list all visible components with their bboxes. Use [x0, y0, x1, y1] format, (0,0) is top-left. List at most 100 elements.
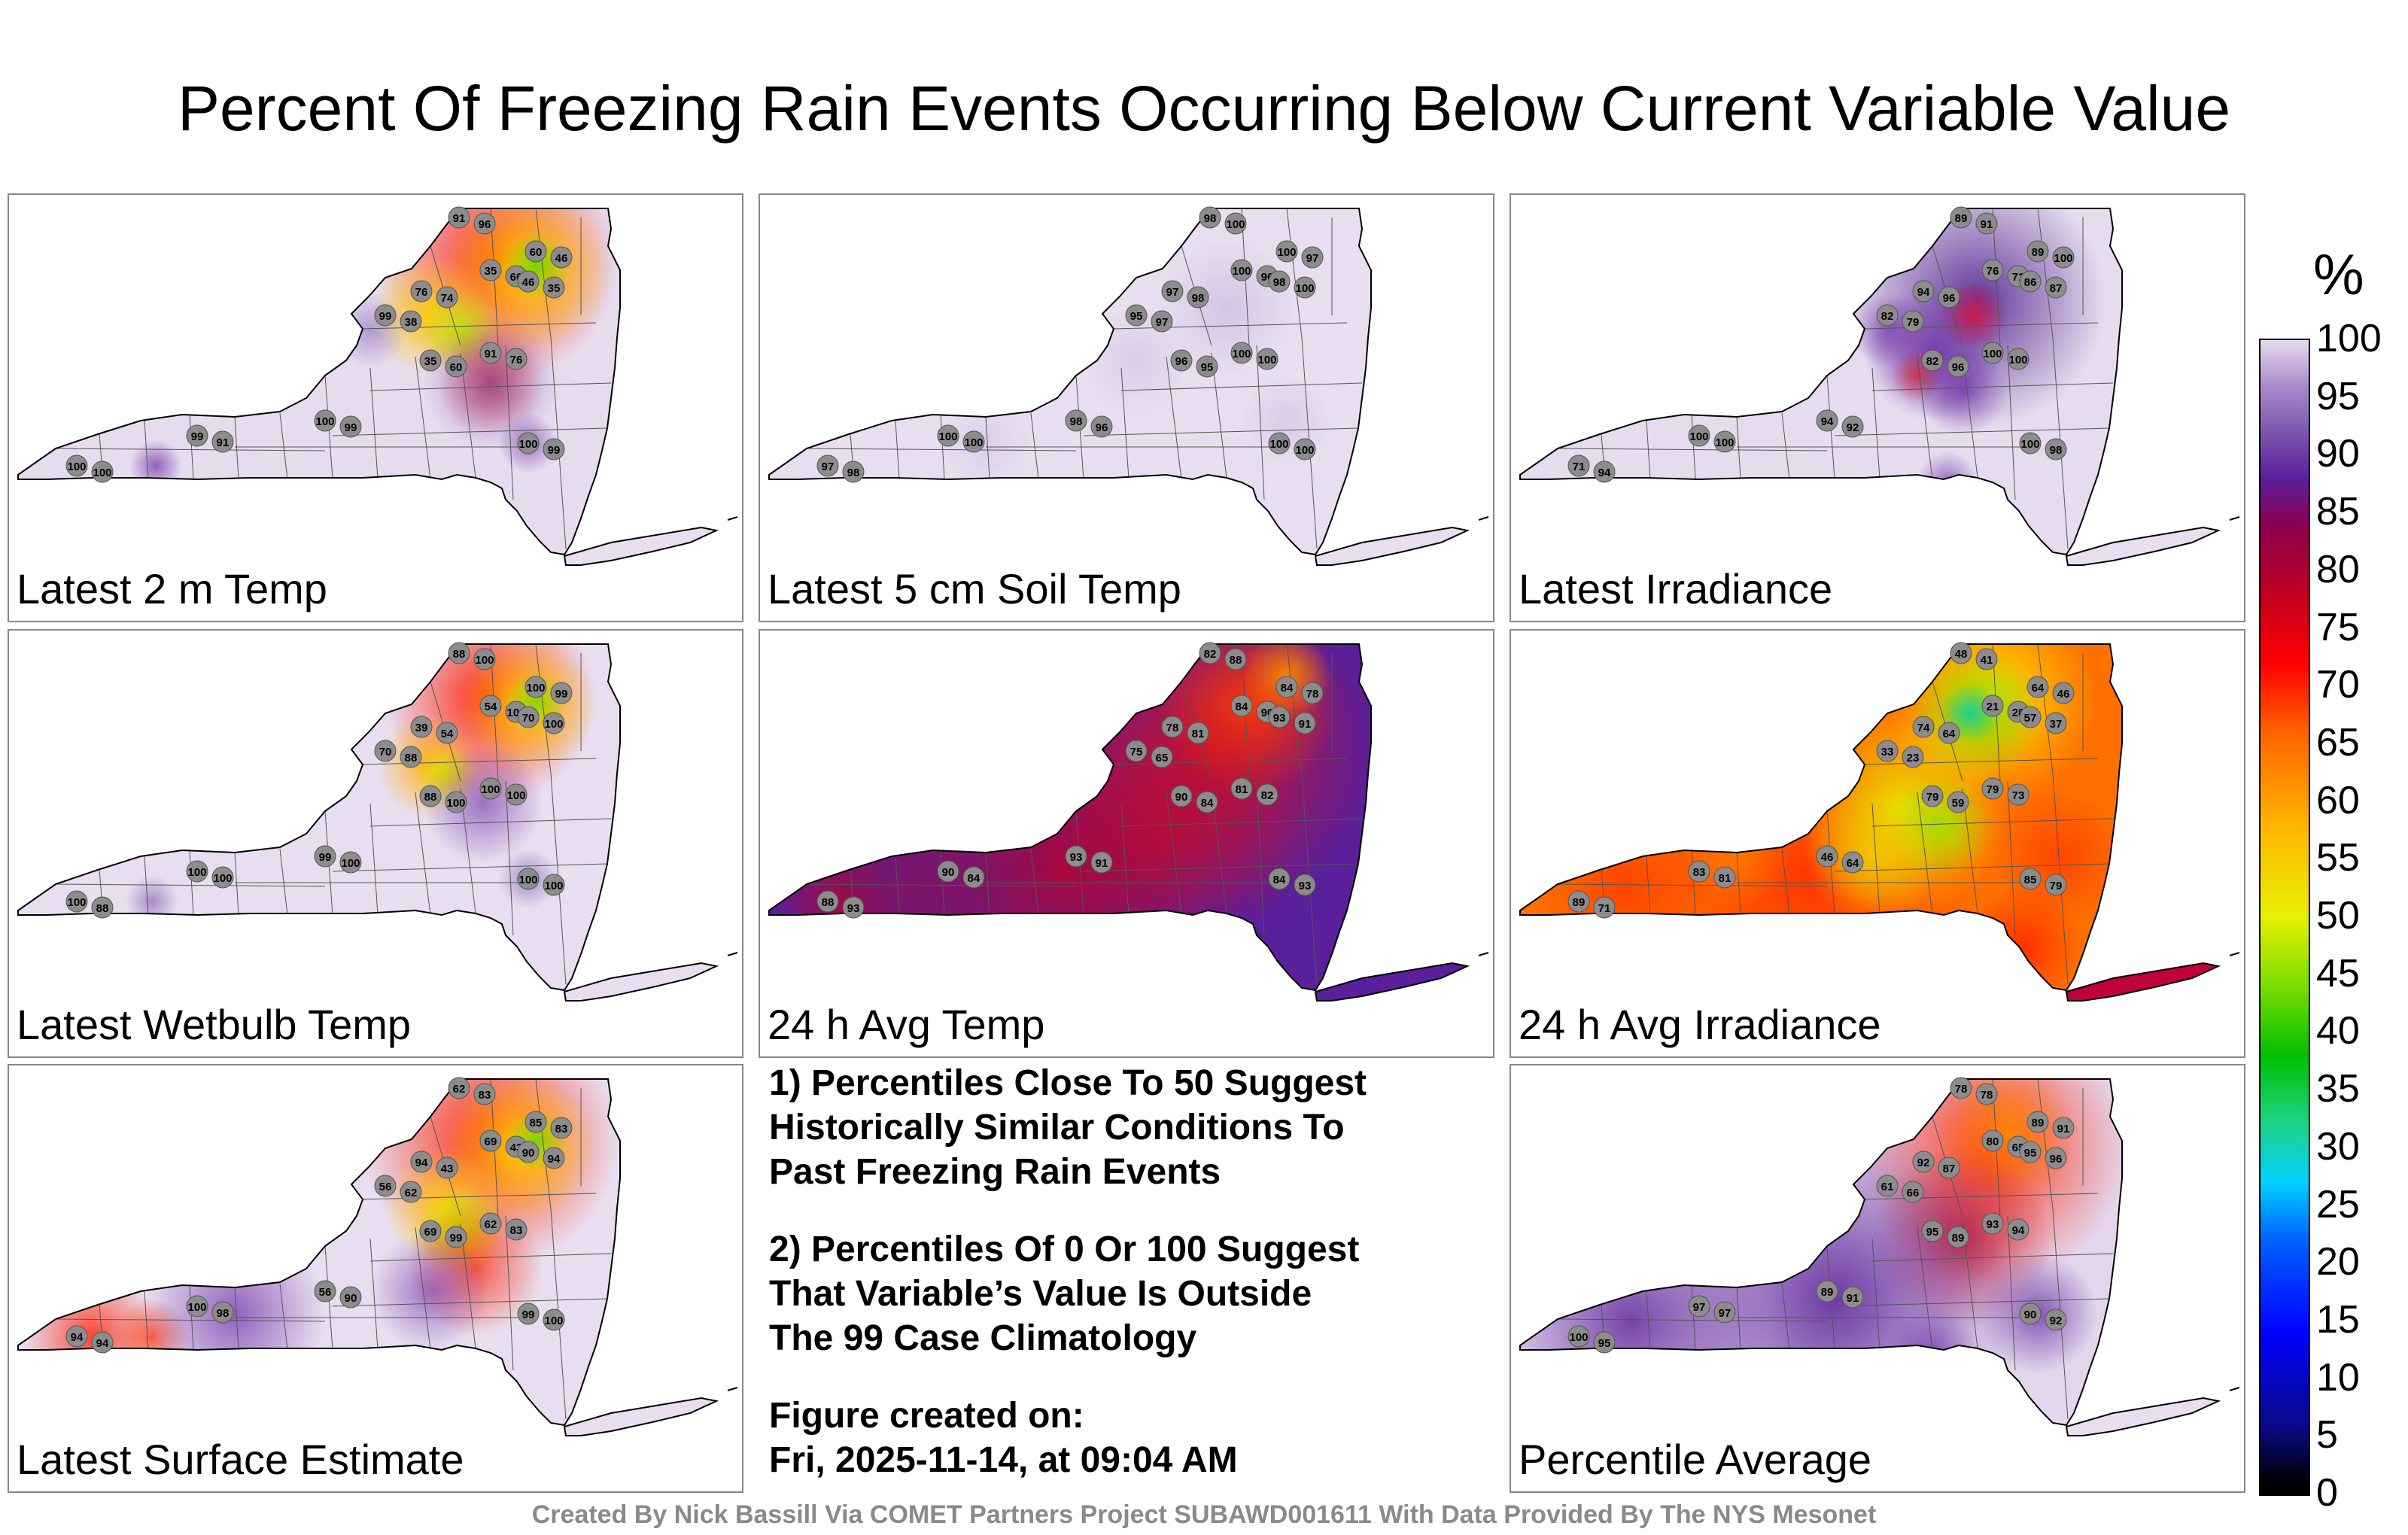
- station-marker: [445, 791, 467, 813]
- station-value: 35: [548, 282, 561, 295]
- islands: [2229, 952, 2240, 956]
- station-value: 78: [1955, 1083, 1968, 1096]
- station-marker: [1947, 1226, 1969, 1248]
- state-outline: [768, 643, 1372, 992]
- station-value: 91: [217, 436, 230, 449]
- station-marker: [1268, 432, 1291, 454]
- station-marker: [1816, 409, 1838, 432]
- colorbar-tick: 35: [2316, 1067, 2360, 1111]
- station-value: 94: [1821, 415, 1834, 428]
- panel-label: Latest 5 cm Soil Temp: [768, 565, 1181, 612]
- station-value: 100: [1715, 436, 1734, 449]
- station-value: 91: [1299, 718, 1312, 731]
- station-value: 85: [2024, 874, 2037, 886]
- station-marker: [550, 1117, 573, 1139]
- station-value: 91: [1847, 1292, 1859, 1305]
- station-value: 89: [2032, 246, 2045, 259]
- station-marker: [2045, 1309, 2067, 1331]
- station-marker: [314, 1280, 336, 1302]
- station-marker: [1841, 851, 1864, 874]
- station-value: 93: [847, 902, 860, 915]
- station-marker: [1947, 355, 1969, 378]
- station-marker: [524, 1111, 547, 1133]
- station-value: 91: [1096, 857, 1108, 870]
- station-value: 91: [1981, 218, 1993, 231]
- station-value: 74: [1917, 722, 1930, 734]
- station-marker: [2045, 438, 2067, 460]
- station-marker: [550, 682, 573, 704]
- station-value: 90: [1175, 791, 1188, 804]
- colorbar-tick: 75: [2316, 605, 2360, 649]
- station-marker: [211, 866, 234, 889]
- station-marker: [445, 355, 467, 378]
- station-marker: [1975, 648, 1998, 670]
- station-value: 88: [453, 648, 466, 661]
- station-value: 91: [485, 348, 497, 360]
- station-value: 99: [345, 421, 357, 434]
- station-marker: [517, 270, 540, 293]
- station-value: 89: [1952, 1232, 1965, 1245]
- station-value: 84: [1281, 682, 1294, 695]
- station-value: 89: [1573, 896, 1586, 909]
- station-marker: [937, 424, 959, 447]
- station-marker: [186, 424, 208, 447]
- station-value: 98: [1070, 415, 1083, 428]
- state-outline: [1519, 1078, 2123, 1427]
- long-island: [2065, 1397, 2221, 1436]
- station-value: 37: [2050, 718, 2063, 731]
- station-value: 74: [441, 292, 454, 305]
- station-marker: [1187, 286, 1209, 309]
- station-value: 100: [1269, 438, 1288, 451]
- station-value: 100: [1257, 354, 1276, 366]
- station-marker: [448, 642, 470, 664]
- station-value: 93: [1299, 880, 1312, 892]
- note-line: The 99 Case Climatology: [769, 1318, 1197, 1358]
- panel-label: 24 h Avg Irradiance: [1519, 1001, 1881, 1048]
- station-marker: [505, 348, 528, 370]
- note-1: 1) Percentiles Close To 50 Suggest Histo…: [769, 1061, 1461, 1194]
- station-value: 96: [1175, 355, 1188, 368]
- station-marker: [1125, 304, 1148, 327]
- station-value: 97: [1693, 1301, 1706, 1314]
- state-outline: [1519, 643, 2123, 992]
- station-value: 99: [379, 310, 392, 323]
- station-value: 100: [93, 467, 111, 479]
- station-value: 43: [441, 1163, 454, 1175]
- station-marker: [436, 286, 458, 309]
- station-marker: [1256, 348, 1278, 370]
- station-marker: [1841, 415, 1864, 438]
- station-value: 93: [1070, 851, 1083, 864]
- station-marker: [543, 1147, 565, 1169]
- nys-map: 88 100 39 54 70 88 54 100 70 100 100 99 88 100 100 100 9…: [17, 642, 738, 1002]
- station-value: 62: [453, 1083, 466, 1096]
- page-title: Percent Of Freezing Rain Events Occurrin…: [177, 73, 2231, 144]
- station-marker: [517, 432, 540, 454]
- station-value: 100: [213, 872, 232, 885]
- panel-label: Latest 2 m Temp: [17, 565, 327, 612]
- station-value: 59: [1952, 797, 1965, 810]
- long-island: [1314, 962, 1470, 1002]
- station-marker: [1294, 438, 1316, 460]
- colorbar: [2259, 339, 2310, 1496]
- station-value: 100: [1295, 282, 1314, 295]
- station-value: 21: [1987, 701, 1999, 713]
- station-marker: [1876, 304, 1899, 327]
- station-value: 99: [555, 688, 568, 701]
- station-marker: [1950, 1077, 1972, 1099]
- percentile-field: [18, 1079, 620, 1425]
- station-marker: [1294, 276, 1316, 299]
- note-line: That Variable’s Value Is Outside: [769, 1274, 1312, 1314]
- colorbar-tick: 80: [2316, 547, 2360, 591]
- station-value: 90: [942, 866, 955, 879]
- percentile-field: [1520, 1079, 2122, 1425]
- station-value: 100: [67, 460, 86, 473]
- station-marker: [524, 676, 547, 698]
- station-marker: [473, 1083, 496, 1105]
- station-value: 46: [555, 252, 568, 265]
- station-value: 100: [2054, 252, 2072, 265]
- station-marker: [479, 342, 502, 364]
- station-marker: [436, 722, 458, 744]
- station-marker: [410, 1150, 433, 1173]
- station-value: 96: [1952, 361, 1965, 374]
- panel-latest-irradiance: 89 91 94 96 82 79 76 71 86 87 89 100 82 96 100 100 94 92 1…: [1510, 193, 2245, 622]
